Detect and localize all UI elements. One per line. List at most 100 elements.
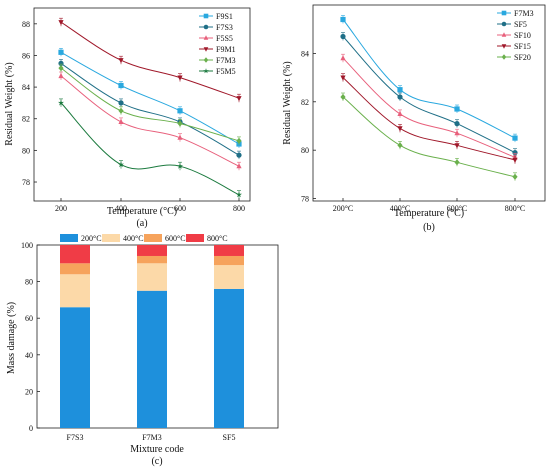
panel-c-ticks: 0 20 40 60 80 100 F7S3 F7M3 SF5: [21, 241, 235, 442]
panel-a-data-point: [58, 60, 64, 66]
panel-b-xtick-label: 800°C: [505, 204, 526, 213]
panel-b-data-point: [512, 157, 518, 163]
panel-a-legend-marker: [203, 13, 209, 19]
panel-c-bar-segment: [137, 290, 167, 428]
panel-c-ytick-label: 80: [25, 278, 33, 287]
panel-a-legend-label: F7M3: [216, 56, 236, 65]
panel-a-legend-label: F9S1: [216, 12, 233, 21]
panel-a-ytick-label: 86: [22, 51, 30, 60]
panel-c-bar-segment: [137, 255, 167, 264]
panel-c-legend-swatch: [186, 234, 204, 242]
panel-c: Mixture code Mass damage (%) (c) 0 20 40 60…: [6, 234, 279, 467]
panel-a-data-point: [58, 20, 64, 26]
panel-a-ytick-label: 82: [22, 115, 30, 124]
panel-a-data-point: [58, 72, 64, 79]
panel-b-data-point: [454, 143, 460, 149]
panel-a-ytick-label: 88: [22, 20, 30, 29]
panel-b-legend-marker: [501, 10, 507, 16]
panel-c-ytick-label: 40: [25, 351, 33, 360]
panel-b-data-point: [340, 16, 346, 23]
panel-c-xlabel: Mixture code: [130, 444, 184, 455]
panel-a-data-point: [118, 107, 124, 114]
panel-b-xlabel: Temperature (°C): [394, 208, 464, 219]
panel-c-xtick-label: SF5: [223, 433, 236, 442]
panel-b-data-point: [454, 130, 460, 136]
panel-c-caption: (c): [151, 456, 162, 467]
panel-c-bar-segment: [214, 265, 244, 289]
panel-b-legend-marker: [501, 44, 507, 49]
panel-b-data-point: [512, 150, 518, 156]
panel-c-legend-swatch: [60, 234, 78, 242]
panel-b: Temperature (°C) Residual Weight (%) (b)…: [282, 4, 546, 233]
panel-b-xtick-label: 200°C: [333, 204, 354, 213]
panel-c-bar-segment: [60, 307, 90, 428]
panel-a: Temperature (°C) Residual Weight (%) (a)…: [4, 7, 251, 229]
panel-a-caption: (a): [136, 218, 147, 229]
panel-a-legend: F9S1 F7S3 F5S5 F9M1 F7M3 F5M5: [199, 12, 236, 76]
panel-b-series-line: [342, 57, 516, 158]
panel-c-legend: 200°C 400°C 600°C 800°C: [60, 234, 228, 243]
panel-a-series-line: [60, 67, 240, 142]
panel-a-data-point: [236, 96, 242, 102]
panel-c-bar-segment: [60, 274, 90, 308]
panel-b-ytick-label: 84: [301, 49, 309, 58]
panel-b-ytick-label: 78: [301, 195, 309, 204]
panel-b-xtick-label: 400°C: [390, 204, 411, 213]
panel-a-legend-marker: [203, 47, 209, 52]
panel-a-legend-marker: [203, 68, 209, 74]
panel-b-series-line: [342, 36, 516, 154]
panel-b-legend-marker: [501, 32, 507, 37]
panel-a-data-point: [58, 49, 64, 55]
panel-a-series-line: [60, 51, 240, 145]
panel-c-legend-label: 400°C: [123, 234, 144, 243]
panel-c-bar-segment: [60, 263, 90, 275]
panel-a-data-point: [118, 118, 124, 124]
panel-b-legend-marker: [501, 54, 507, 60]
panel-b-data-point: [512, 135, 518, 141]
panel-b-caption: (b): [423, 222, 435, 233]
panel-c-ytick-label: 60: [25, 314, 33, 323]
panel-b-legend-label: F7M3: [514, 9, 534, 18]
panel-b-series-line: [342, 19, 516, 139]
panel-a-series-line: [60, 62, 240, 156]
panel-b-data-point: [397, 94, 403, 100]
panel-a-data-point: [118, 161, 124, 168]
panel-c-ylabel: Mass damage (%): [6, 302, 17, 374]
panel-a-legend-label: F5S5: [216, 34, 233, 43]
panel-a-data-point: [177, 134, 183, 140]
panel-a-data-point: [236, 137, 242, 144]
panel-a-legend-label: F5M5: [216, 67, 236, 76]
panel-a-series-line: [60, 21, 240, 99]
panel-a-data-point: [118, 82, 124, 89]
panel-a-legend-marker: [203, 35, 209, 40]
panel-c-xtick-label: F7M3: [142, 433, 162, 442]
panel-b-legend: F7M3 SF5 SF10 SF15 SF20: [497, 9, 534, 62]
panel-b-data-point: [340, 75, 346, 81]
panel-b-data-point: [397, 110, 403, 116]
panel-a-series-line: [60, 102, 240, 196]
panel-c-bars: [60, 245, 244, 428]
panel-b-data-point: [340, 33, 346, 40]
panel-a-data-point: [236, 163, 242, 169]
panel-c-bar-segment: [137, 245, 167, 256]
panel-c-bar-segment: [60, 245, 90, 264]
panel-a-xtick-label: 400: [115, 204, 127, 213]
panel-b-data-point: [454, 159, 460, 166]
panel-a-data-point: [177, 120, 183, 127]
panel-a-data-point: [118, 58, 124, 64]
panel-c-ytick-label: 100: [21, 241, 33, 250]
panel-a-data-point: [118, 100, 124, 106]
panel-c-bar-segment: [137, 263, 167, 291]
panel-c-xtick-label: F7S3: [67, 433, 84, 442]
panel-b-plot-frame: [312, 4, 546, 202]
panel-a-ylabel: Residual Weight (%): [4, 62, 15, 145]
panel-b-data-point: [397, 126, 403, 132]
panel-a-ytick-label: 84: [22, 83, 30, 92]
panel-b-legend-label: SF20: [514, 53, 531, 62]
panel-b-series-line: [342, 96, 516, 178]
panel-b-data-point: [397, 142, 403, 149]
panel-a-ytick-label: 80: [22, 146, 30, 155]
panel-a-data-point: [236, 152, 242, 158]
panel-b-data-point: [454, 121, 460, 127]
